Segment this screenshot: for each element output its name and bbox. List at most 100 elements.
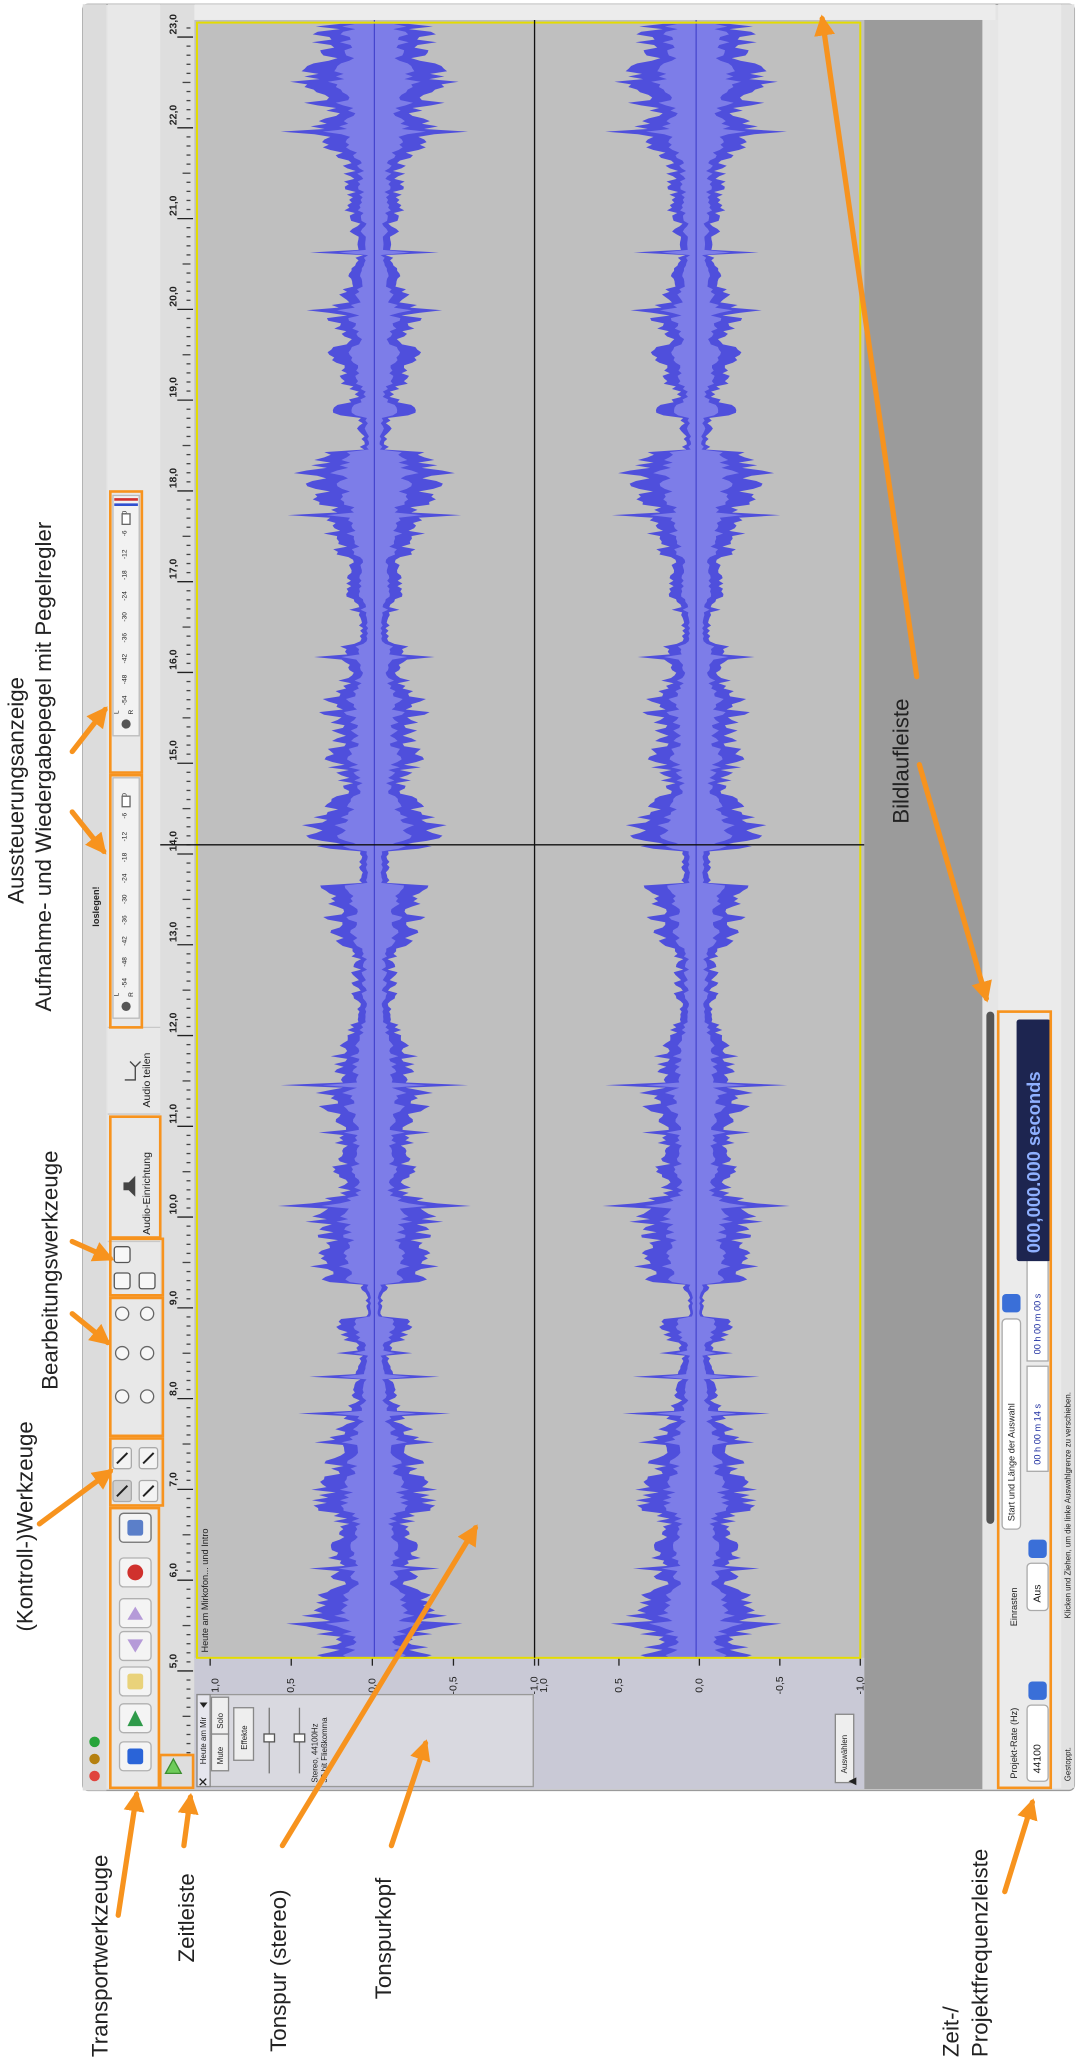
- callout-arrow: [279, 1524, 479, 1849]
- scrollbar-thumb[interactable]: [986, 1011, 995, 1524]
- track-area: [194, 19, 865, 1790]
- selection-mode: Start und Länge der Auswahl: [1006, 1403, 1016, 1521]
- selection-mode-field[interactable]: [1001, 1318, 1022, 1530]
- ruler-label: 21,0: [167, 195, 179, 216]
- solo-label: Solo: [216, 1712, 225, 1728]
- audio-position-display[interactable]: [1016, 1019, 1051, 1262]
- edit-button[interactable]: [113, 1272, 131, 1290]
- ruler-label: 20,0: [167, 286, 179, 307]
- annotation-label: Projektfrequenzleiste: [967, 1849, 992, 2057]
- selection-length: 00 h 00 m 00 s: [1033, 1293, 1043, 1354]
- record-level-slider[interactable]: [121, 795, 131, 808]
- minimize-button[interactable]: [89, 1753, 100, 1765]
- meter-scale: -24: [121, 873, 128, 883]
- edit-button[interactable]: [138, 1272, 156, 1290]
- meter-scale: -18: [121, 852, 128, 862]
- slider-thumb[interactable]: [263, 1733, 276, 1743]
- track-close[interactable]: [199, 1778, 207, 1786]
- meter-scale: -30: [121, 612, 128, 622]
- zoom-button[interactable]: [114, 1345, 130, 1361]
- play-head-marker[interactable]: [164, 1757, 183, 1775]
- close-button[interactable]: [89, 1770, 100, 1782]
- meter-scale: -48: [121, 674, 128, 684]
- callout-arrow: [916, 762, 992, 1003]
- annotation-label: Aufnahme- und Wiedergabepegel mit Pegelr…: [31, 521, 56, 1011]
- clip-title: Heute am Mirkofon... und Intro: [200, 1528, 210, 1652]
- track-title-bar: [196, 1693, 211, 1788]
- ruler-label: 16,0: [167, 649, 179, 670]
- playback-level-slider[interactable]: [121, 513, 131, 525]
- callout-arrow: [69, 706, 108, 755]
- callout-arrow: [69, 1238, 115, 1262]
- solo-button[interactable]: [210, 1696, 230, 1735]
- record-meter: [112, 777, 140, 1019]
- snap-field[interactable]: [1026, 1562, 1049, 1612]
- zoom-button[interactable]: [89, 1736, 100, 1748]
- effects-button[interactable]: [233, 1707, 255, 1761]
- record-meter-icon: [121, 1001, 131, 1011]
- pause-icon: [127, 1748, 144, 1765]
- meter-scale: -48: [121, 957, 128, 967]
- meter-scale: 0: [121, 510, 128, 514]
- split-audio-button[interactable]: Audio teilen: [141, 1052, 153, 1107]
- meter-scale: -54: [121, 695, 128, 705]
- audio-setup-button[interactable]: Audio-Einrichtung: [141, 1152, 153, 1235]
- status-hint: Klicken und Ziehen, um die linke Auswahl…: [1063, 1392, 1072, 1618]
- scale-label: -0,5: [774, 1676, 786, 1694]
- zoom-button[interactable]: [114, 1389, 130, 1404]
- stop-icon: [127, 1673, 144, 1690]
- mute-label: Mute: [216, 1746, 225, 1764]
- selection-start-field[interactable]: [1026, 1365, 1049, 1472]
- project-rate-value: 44100: [1032, 1744, 1044, 1773]
- callout-arrow: [36, 1468, 114, 1527]
- track-name-menu[interactable]: Heute am Mir: [199, 1717, 208, 1765]
- meter-scale: 0: [121, 793, 128, 797]
- meter-scale: -12: [121, 549, 128, 559]
- collapse-arrow[interactable]: [848, 1777, 857, 1786]
- loop-frame: [118, 1512, 152, 1543]
- loop-icon: [127, 1519, 144, 1536]
- snap-label: Einrasten: [1009, 1587, 1019, 1626]
- selected-clip-border: [196, 21, 862, 1659]
- zoom-button[interactable]: [139, 1306, 155, 1321]
- speaker-icon: [123, 1175, 136, 1197]
- annotation-label: Tonspur (stereo): [266, 1889, 291, 2051]
- callout-arrow: [814, 14, 920, 680]
- scale-label: 0,5: [285, 1678, 297, 1693]
- status-bar: [1061, 4, 1075, 1788]
- project-rate-dropdown[interactable]: [1028, 1681, 1047, 1700]
- slider-thumb[interactable]: [293, 1733, 306, 1743]
- annotation-label: Zeitleiste: [174, 1873, 199, 1962]
- scale-label: 1,0: [538, 1678, 550, 1693]
- meter-scale: -24: [121, 591, 128, 601]
- effects-label: Effekte: [240, 1725, 249, 1750]
- annotation-label: Aussteuerungsanzeige: [3, 677, 28, 904]
- select-label: Auswählen: [840, 1735, 849, 1774]
- zoom-button[interactable]: [139, 1345, 155, 1361]
- highlight-box: [158, 1753, 195, 1790]
- select-button[interactable]: [834, 1713, 855, 1784]
- selection-start: 00 h 00 m 14 s: [1033, 1404, 1043, 1465]
- edit-button[interactable]: [113, 1246, 131, 1264]
- highlight-box: [109, 1506, 161, 1790]
- ruler-label: 23,0: [167, 14, 179, 35]
- zoom-button[interactable]: [114, 1306, 130, 1321]
- snap-dropdown[interactable]: [1028, 1539, 1047, 1558]
- annotation-label: Transportwerkzeuge: [87, 1855, 112, 2058]
- highlight-box: [109, 1296, 165, 1438]
- track-format: 32-bit Fließkomma: [320, 1717, 329, 1783]
- meter-scale: -42: [121, 936, 128, 946]
- callout-arrow: [1002, 1798, 1038, 1895]
- scale-label: -1,0: [854, 1676, 866, 1694]
- ruler-label: 19,0: [167, 377, 179, 398]
- ruler-label: 5,0: [167, 1654, 179, 1669]
- selection-mode-dropdown[interactable]: [1002, 1293, 1021, 1313]
- ruler-label: 17,0: [167, 558, 179, 579]
- meter-scale: -36: [121, 915, 128, 925]
- record-icon: [127, 1564, 144, 1581]
- zoom-button[interactable]: [139, 1389, 155, 1404]
- callout-arrow: [69, 1311, 111, 1346]
- project-rate-field[interactable]: [1026, 1704, 1049, 1782]
